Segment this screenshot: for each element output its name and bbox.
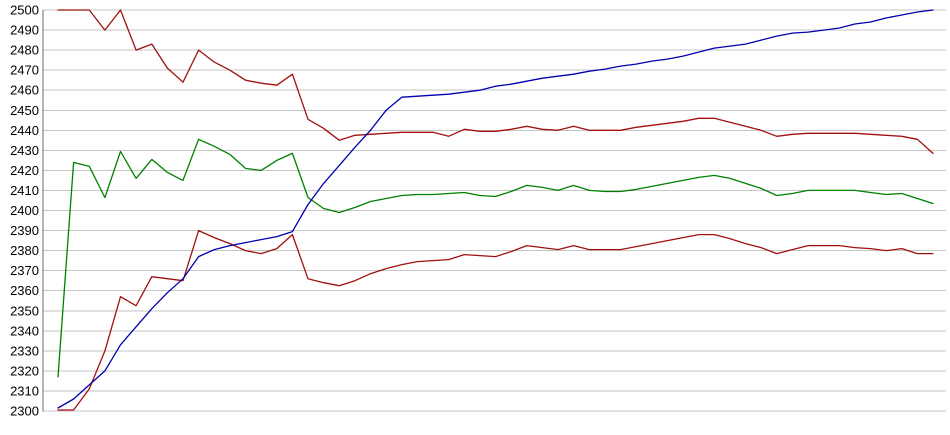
y-axis-tick-label: 2370 bbox=[10, 263, 39, 278]
y-axis-tick-label: 2380 bbox=[10, 243, 39, 258]
y-axis-tick-label: 2410 bbox=[10, 183, 39, 198]
y-axis-tick-label: 2500 bbox=[10, 3, 39, 18]
y-axis-tick-label: 2430 bbox=[10, 143, 39, 158]
y-axis-tick-label: 2440 bbox=[10, 123, 39, 138]
y-axis-tick-label: 2400 bbox=[10, 203, 39, 218]
y-axis-tick-label: 2450 bbox=[10, 103, 39, 118]
y-axis-tick-label: 2390 bbox=[10, 223, 39, 238]
series-line-green-mid bbox=[57, 138, 934, 378]
y-axis-tick-label: 2460 bbox=[10, 83, 39, 98]
y-axis-tick-label: 2300 bbox=[10, 404, 39, 419]
y-axis-tick-label: 2320 bbox=[10, 363, 39, 378]
y-axis-tick-label: 2310 bbox=[10, 383, 39, 398]
y-axis-tick-label: 2420 bbox=[10, 163, 39, 178]
y-axis-tick-label: 2480 bbox=[10, 43, 39, 58]
y-axis-tick-label: 2330 bbox=[10, 343, 39, 358]
y-axis-tick-label: 2470 bbox=[10, 63, 39, 78]
y-axis-tick-label: 2360 bbox=[10, 283, 39, 298]
series-line-upper-red bbox=[57, 9, 934, 155]
y-axis-tick-label: 2490 bbox=[10, 23, 39, 38]
y-axis-tick-label: 2340 bbox=[10, 323, 39, 338]
y-axis-tick-label: 2350 bbox=[10, 303, 39, 318]
series-line-lower-red bbox=[57, 229, 934, 411]
series-line-blue-rising bbox=[57, 9, 934, 409]
